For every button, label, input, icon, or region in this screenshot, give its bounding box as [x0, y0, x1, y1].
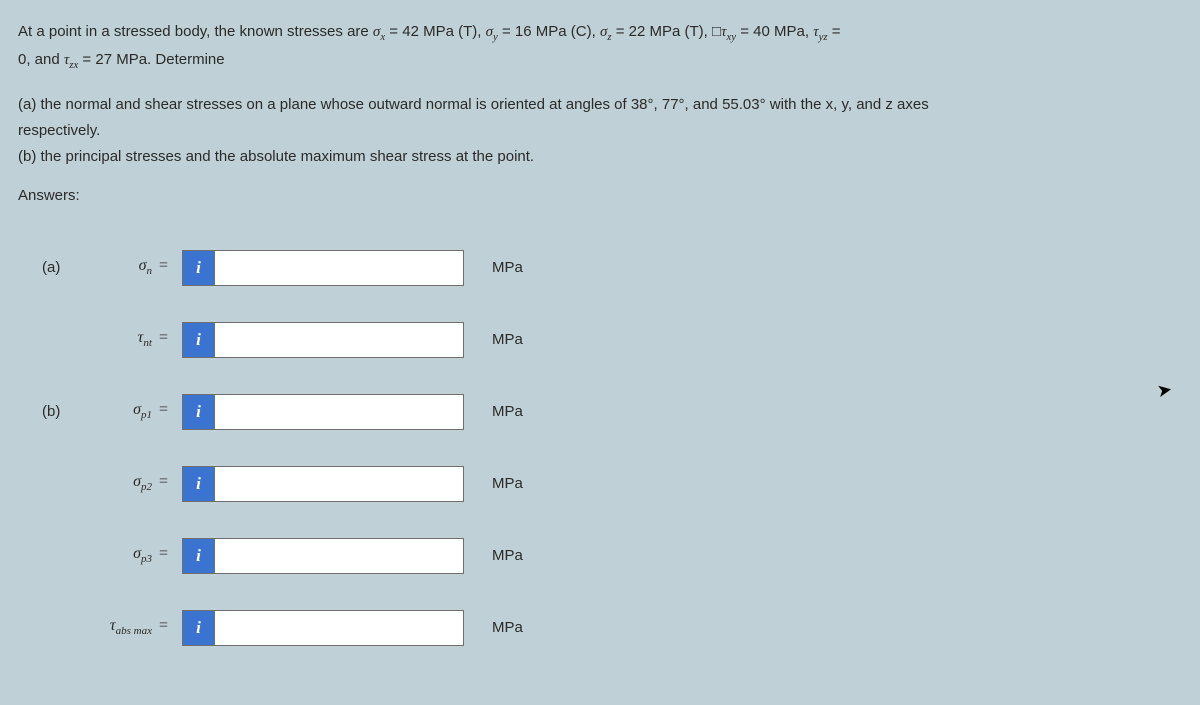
input-group: i [182, 610, 464, 646]
answer-input[interactable] [214, 466, 464, 502]
info-icon[interactable]: i [182, 610, 214, 646]
input-group: i [182, 466, 464, 502]
answer-row: σp2 =i MPa [18, 466, 1182, 502]
problem-part-b: (b) the principal stresses and the absol… [18, 145, 1182, 169]
unit-label: MPa [464, 331, 523, 348]
problem-line-1: At a point in a stressed body, the known… [18, 20, 1182, 46]
unit-label: MPa [464, 547, 523, 564]
answer-input[interactable] [214, 538, 464, 574]
input-group: i [182, 250, 464, 286]
problem-line-2: 0, and τzx = 27 MPa. Determine [18, 48, 1182, 74]
variable-label: σn = [72, 257, 182, 277]
info-icon[interactable]: i [182, 250, 214, 286]
answer-input[interactable] [214, 250, 464, 286]
unit-label: MPa [464, 475, 523, 492]
unit-label: MPa [464, 259, 523, 276]
input-group: i [182, 322, 464, 358]
answer-row: (b)σp1 =i MPa [18, 394, 1182, 430]
answer-row: σp3 =i MPa [18, 538, 1182, 574]
variable-label: σp3 = [72, 545, 182, 565]
answer-input[interactable] [214, 394, 464, 430]
info-icon[interactable]: i [182, 538, 214, 574]
variable-label: σp1 = [72, 401, 182, 421]
input-group: i [182, 394, 464, 430]
part-label: (a) [18, 259, 72, 276]
answer-row: (a)σn =i MPa [18, 250, 1182, 286]
variable-label: τnt = [72, 329, 182, 349]
problem-statement: At a point in a stressed body, the known… [18, 20, 1182, 169]
answer-input[interactable] [214, 610, 464, 646]
part-label: (b) [18, 403, 72, 420]
problem-part-a: (a) the normal and shear stresses on a p… [18, 93, 1182, 117]
variable-label: τabs max = [72, 617, 182, 637]
info-icon[interactable]: i [182, 322, 214, 358]
input-group: i [182, 538, 464, 574]
answer-row: τnt =i MPa [18, 322, 1182, 358]
mouse-cursor-icon: ➤ [1155, 379, 1174, 402]
variable-label: σp2 = [72, 473, 182, 493]
answers-heading: Answers: [18, 187, 1182, 204]
info-icon[interactable]: i [182, 394, 214, 430]
info-icon[interactable]: i [182, 466, 214, 502]
answer-row: τabs max =i MPa [18, 610, 1182, 646]
unit-label: MPa [464, 403, 523, 420]
unit-label: MPa [464, 619, 523, 636]
answer-input[interactable] [214, 322, 464, 358]
problem-part-a2: respectively. [18, 119, 1182, 143]
